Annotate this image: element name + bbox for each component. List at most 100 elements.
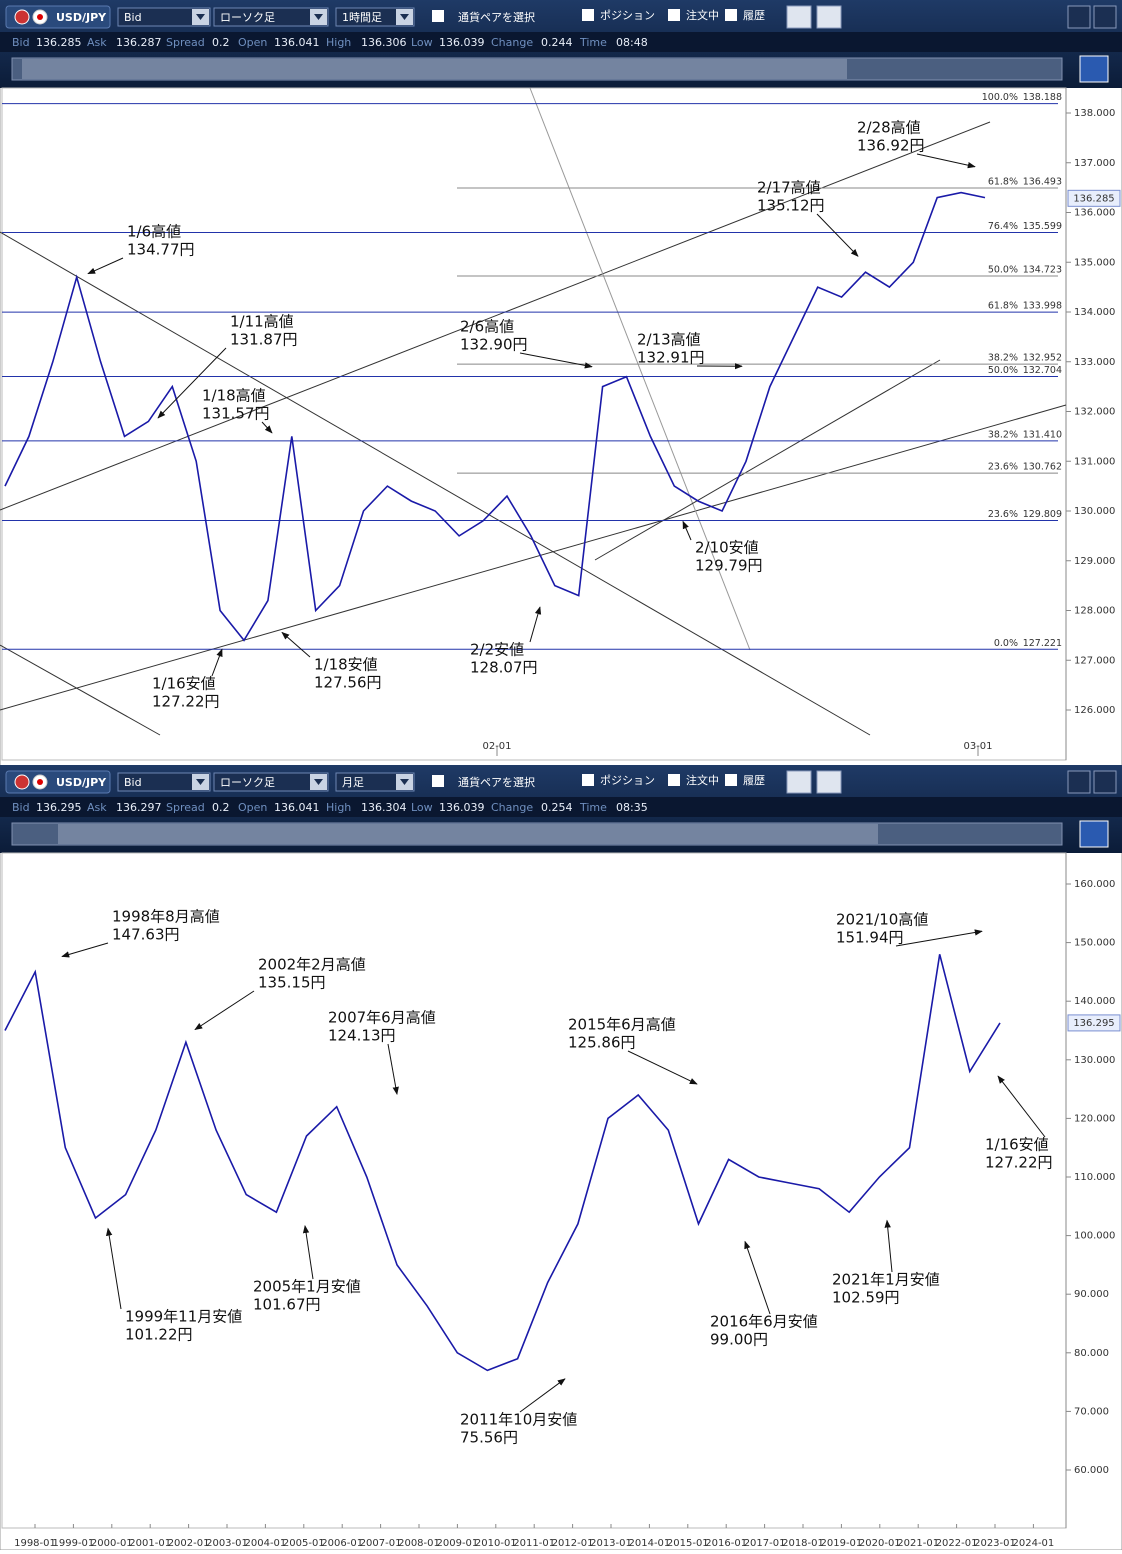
tool-button[interactable] bbox=[817, 6, 841, 28]
annotation-price: 127.22円 bbox=[985, 1154, 1053, 1172]
quote-label: High bbox=[326, 36, 351, 49]
annotation-label: 2/17高値 bbox=[757, 179, 821, 197]
annotation-price: 131.57円 bbox=[202, 405, 270, 423]
tool-button[interactable] bbox=[787, 771, 811, 793]
x-tick-label: 2004-01 bbox=[245, 1538, 287, 1549]
window-button[interactable] bbox=[1068, 771, 1090, 793]
quote-value: 136.304 bbox=[361, 801, 407, 814]
fib-percent: 38.2% bbox=[988, 353, 1018, 364]
y-tick-label: 150.000 bbox=[1074, 938, 1115, 949]
window-button[interactable] bbox=[1068, 6, 1090, 28]
y-tick-label: 126.000 bbox=[1074, 705, 1115, 716]
y-tick-label: 100.000 bbox=[1074, 1231, 1115, 1242]
annotation-label: 2/2安値 bbox=[470, 641, 524, 659]
tool-button[interactable] bbox=[787, 6, 811, 28]
quote-value: 08:48 bbox=[616, 36, 648, 49]
checkbox-label: 履歴 bbox=[743, 9, 765, 22]
window-button[interactable] bbox=[1094, 771, 1116, 793]
annotation-label: 2007年6月高値 bbox=[328, 1009, 436, 1027]
pair-select-check[interactable] bbox=[432, 775, 444, 787]
checkbox-label: 履歴 bbox=[743, 774, 765, 787]
annotation-price: 131.87円 bbox=[230, 331, 298, 349]
tool-button[interactable] bbox=[817, 771, 841, 793]
quote-value: 136.306 bbox=[361, 36, 407, 49]
pair-label: USD/JPY bbox=[56, 776, 107, 789]
zoom-button[interactable] bbox=[1080, 821, 1108, 847]
annotation-label: 2015年6月高値 bbox=[568, 1016, 676, 1034]
checkbox[interactable] bbox=[668, 774, 680, 786]
x-tick-label: 2007-01 bbox=[360, 1538, 402, 1549]
x-tick-label: 1999-01 bbox=[53, 1538, 95, 1549]
quote-value: 136.039 bbox=[439, 36, 485, 49]
y-tick-label: 132.000 bbox=[1074, 407, 1115, 418]
y-tick-label: 129.000 bbox=[1074, 556, 1115, 567]
checkbox-label: ポジション bbox=[600, 774, 655, 787]
pair-select-label: 通貨ペアを選択 bbox=[458, 775, 535, 789]
annotation-label: 2/13高値 bbox=[637, 331, 701, 349]
x-tick-label: 2008-01 bbox=[398, 1538, 440, 1549]
annotation-price: 102.59円 bbox=[832, 1289, 900, 1307]
y-tick-label: 120.000 bbox=[1074, 1113, 1115, 1124]
annotation-price: 101.67円 bbox=[253, 1296, 321, 1314]
zoom-button[interactable] bbox=[1080, 56, 1108, 82]
checkbox[interactable] bbox=[582, 774, 594, 786]
scroll-thumb[interactable] bbox=[58, 824, 878, 844]
x-tick-label: 2010-01 bbox=[475, 1538, 517, 1549]
x-tick-label: 2006-01 bbox=[321, 1538, 363, 1549]
fib-price: 136.493 bbox=[1023, 176, 1062, 187]
quote-value: 0.2 bbox=[212, 36, 230, 49]
fib-percent: 61.8% bbox=[988, 176, 1018, 187]
x-tick-label: 2009-01 bbox=[437, 1538, 479, 1549]
fib-price: 138.188 bbox=[1023, 92, 1062, 103]
annotation-label: 1/6高値 bbox=[127, 223, 181, 241]
flag-jp-dot bbox=[37, 779, 43, 785]
y-tick-label: 90.000 bbox=[1074, 1289, 1109, 1300]
x-tick-label: 2020-01 bbox=[859, 1538, 901, 1549]
checkbox[interactable] bbox=[668, 9, 680, 21]
window-button[interactable] bbox=[1094, 6, 1116, 28]
fib-percent: 76.4% bbox=[988, 221, 1018, 232]
fib-percent: 50.0% bbox=[988, 365, 1018, 376]
pair-select-label: 通貨ペアを選択 bbox=[458, 10, 535, 24]
x-tick-label: 2021-01 bbox=[897, 1538, 939, 1549]
y-tick-label: 136.000 bbox=[1074, 208, 1115, 219]
quote-value: 0.2 bbox=[212, 801, 230, 814]
annotation-label: 1999年11月安値 bbox=[125, 1308, 242, 1326]
dropdown-label: 月足 bbox=[342, 776, 364, 789]
quote-value: 136.285 bbox=[36, 36, 82, 49]
fib-price: 133.998 bbox=[1023, 301, 1062, 312]
quote-label: Change bbox=[491, 801, 533, 814]
checkbox[interactable] bbox=[725, 9, 737, 21]
quote-label: Ask bbox=[87, 36, 107, 49]
quote-label: Open bbox=[238, 36, 267, 49]
x-tick-label: 2003-01 bbox=[206, 1538, 248, 1549]
checkbox[interactable] bbox=[582, 9, 594, 21]
annotation-price: 135.15円 bbox=[258, 974, 326, 992]
x-tick-label: 02-01 bbox=[482, 741, 511, 752]
x-tick-label: 2023-01 bbox=[974, 1538, 1016, 1549]
pair-select-check[interactable] bbox=[432, 10, 444, 22]
fib-percent: 38.2% bbox=[988, 429, 1018, 440]
y-tick-label: 127.000 bbox=[1074, 655, 1115, 666]
annotation-price: 134.77円 bbox=[127, 241, 195, 259]
flag-jp-dot bbox=[37, 14, 43, 20]
annotation-price: 125.86円 bbox=[568, 1034, 636, 1052]
fib-percent: 23.6% bbox=[988, 509, 1018, 520]
y-tick-label: 134.000 bbox=[1074, 307, 1115, 318]
annotation-label: 2/28高値 bbox=[857, 119, 921, 137]
checkbox[interactable] bbox=[725, 774, 737, 786]
y-tick-label: 138.000 bbox=[1074, 108, 1115, 119]
fib-percent: 23.6% bbox=[988, 462, 1018, 473]
y-tick-label: 130.000 bbox=[1074, 1055, 1115, 1066]
fib-percent: 100.0% bbox=[982, 92, 1018, 103]
dropdown-label: 1時間足 bbox=[342, 11, 382, 24]
checkbox-label: 注文中 bbox=[686, 773, 719, 787]
y-tick-label: 70.000 bbox=[1074, 1406, 1109, 1417]
annotation-price: 129.79円 bbox=[695, 557, 763, 575]
x-tick-label: 2012-01 bbox=[552, 1538, 594, 1549]
x-tick-label: 2014-01 bbox=[629, 1538, 671, 1549]
scroll-thumb[interactable] bbox=[22, 59, 847, 79]
flag-us bbox=[15, 10, 29, 24]
x-tick-label: 2019-01 bbox=[821, 1538, 863, 1549]
x-tick-label: 2022-01 bbox=[936, 1538, 978, 1549]
